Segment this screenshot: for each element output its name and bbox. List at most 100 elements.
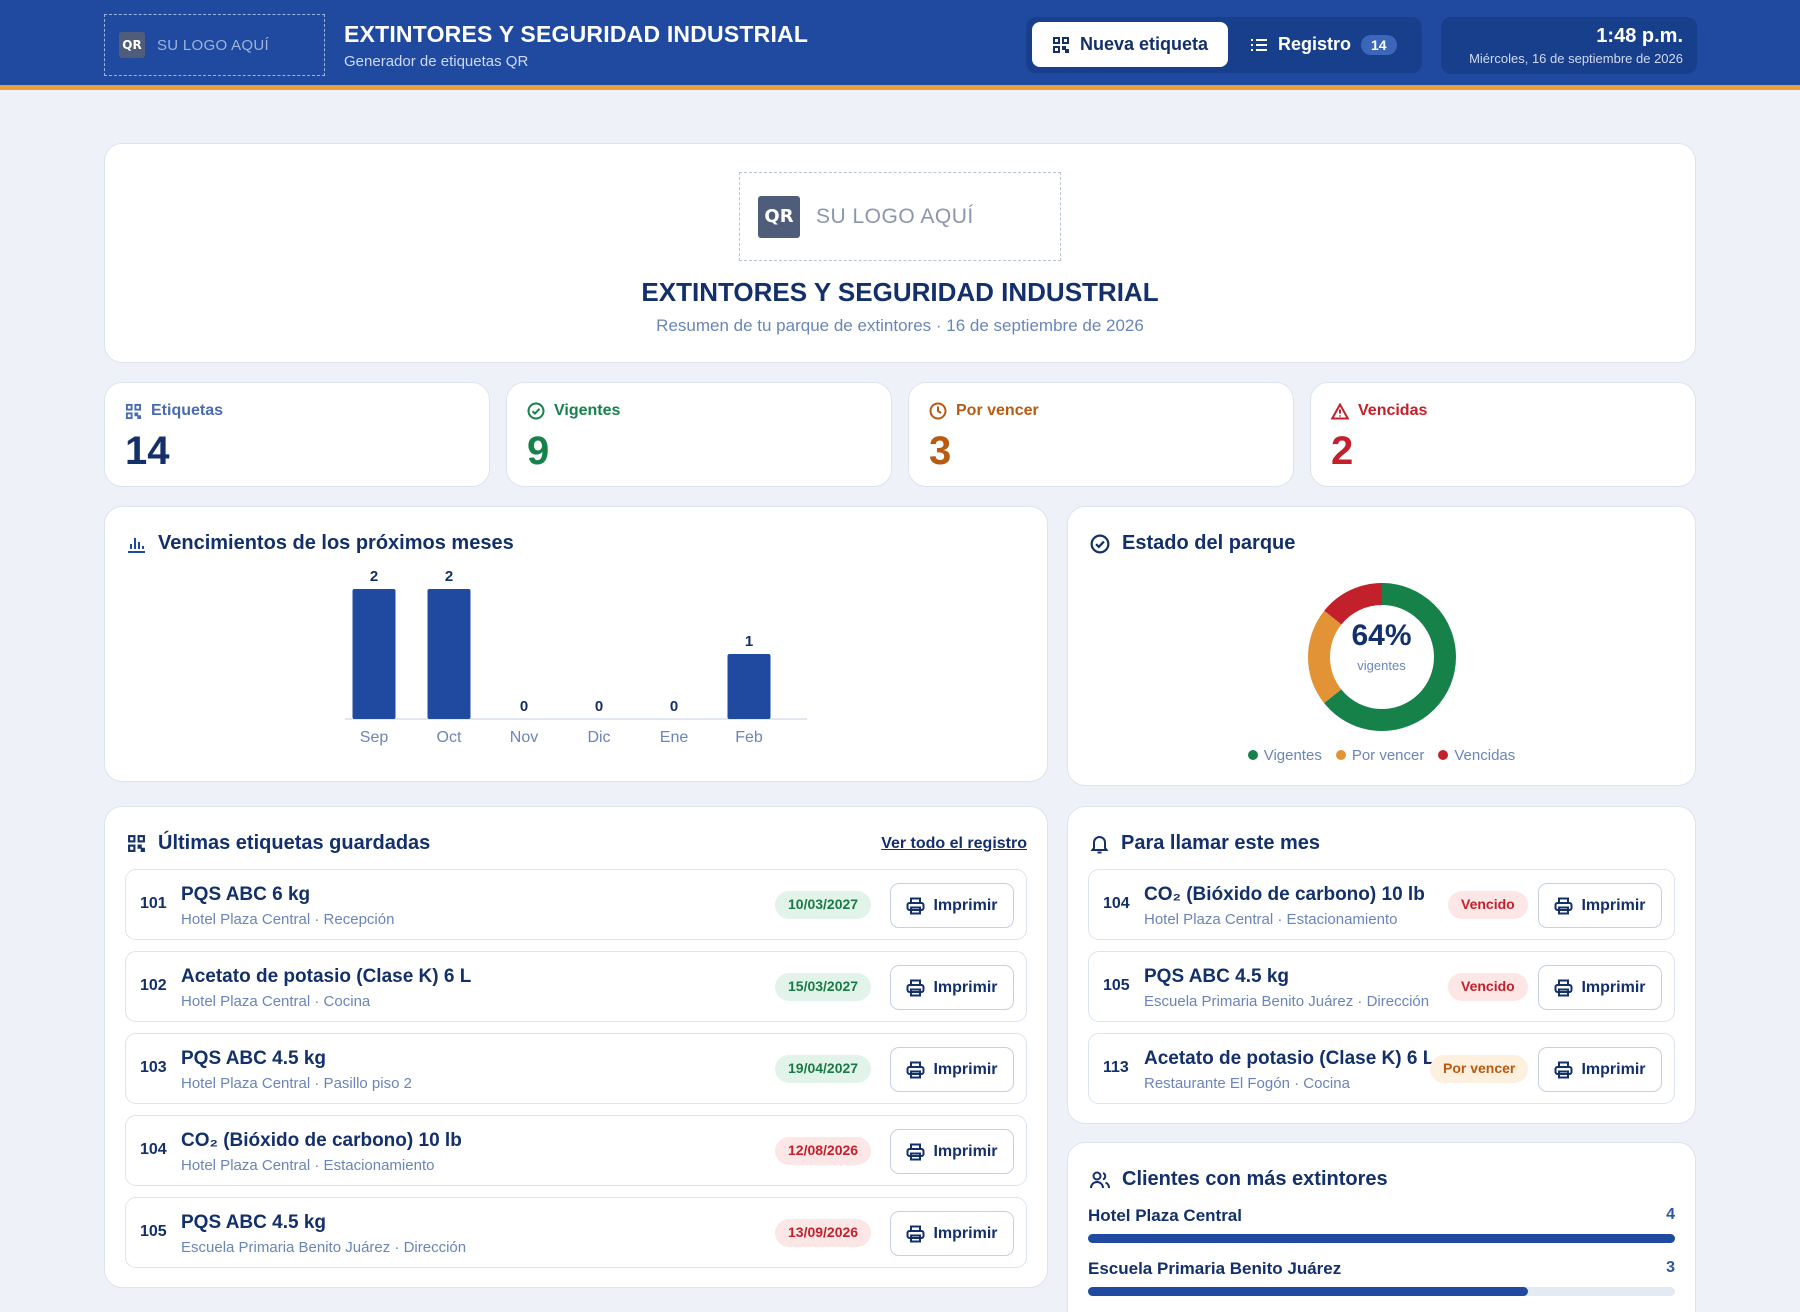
hero-logo-placeholder[interactable]: QR SU LOGO AQUÍ (739, 172, 1061, 261)
top-bar: QR SU LOGO AQUÍ EXTINTORES Y SEGURIDAD I… (0, 0, 1800, 90)
company-hero-card: QR SU LOGO AQUÍ EXTINTORES Y SEGURIDAD I… (104, 143, 1696, 363)
view-all-registry-link[interactable]: Ver todo el registro (881, 835, 1027, 852)
clock-icon (929, 402, 947, 420)
label-row[interactable]: 103 PQS ABC 4.5 kg Hotel Plaza Central ·… (125, 1033, 1027, 1104)
donut-slice-vencidas[interactable] (1308, 583, 1456, 731)
expirations-chart-card: Vencimientos de los próximos meses 2 Sep 2… (104, 506, 1048, 782)
label-number: 113 (1103, 1059, 1129, 1076)
label-title: PQS ABC 4.5 kg (181, 1212, 327, 1233)
printer-icon (906, 897, 925, 914)
expiry-date-badge: 19/04/2027 (775, 1055, 872, 1083)
stat-value: 9 (527, 429, 550, 473)
label-location: Escuela Primaria Benito Juárez · Direcci… (1144, 993, 1430, 1010)
stat-card-expired: Vencidas 2 (1310, 382, 1696, 487)
client-row[interactable]: Escuela Primaria Benito Juárez 3 (1088, 1259, 1675, 1296)
stat-value: 14 (125, 429, 170, 473)
label-row[interactable]: 101 PQS ABC 6 kg Hotel Plaza Central · R… (125, 869, 1027, 940)
call-row[interactable]: 105 PQS ABC 4.5 kg Escuela Primaria Beni… (1088, 951, 1675, 1022)
top-clients-card: Clientes con más extintores Hotel Plaza … (1067, 1142, 1696, 1312)
label-location: Hotel Plaza Central · Estacionamiento (181, 1157, 435, 1174)
stat-label: Vencidas (1331, 402, 1427, 420)
bar-value-label: 1 (745, 633, 753, 650)
users-icon (1090, 1171, 1110, 1188)
new-label-button[interactable]: Nueva etiqueta (1032, 22, 1228, 67)
print-button[interactable]: Imprimir (1538, 883, 1662, 928)
label-row[interactable]: 105 PQS ABC 4.5 kg Escuela Primaria Beni… (125, 1197, 1027, 1268)
print-button[interactable]: Imprimir (1538, 965, 1662, 1010)
legend-item: Por vencer (1335, 747, 1424, 764)
client-name: Escuela Primaria Benito Juárez (1088, 1259, 1342, 1278)
registry-button[interactable]: Registro 14 (1248, 22, 1414, 67)
print-button[interactable]: Imprimir (890, 1047, 1014, 1092)
qr-logo-icon: QR (758, 195, 800, 238)
label-number: 101 (140, 895, 167, 912)
stat-card-expiring: Por vencer 3 (908, 382, 1294, 487)
print-button[interactable]: Imprimir (890, 1211, 1014, 1256)
stat-label: Etiquetas (125, 402, 223, 420)
bar-feb[interactable] (727, 654, 771, 719)
bar-value-label: 0 (670, 698, 678, 715)
label-location: Hotel Plaza Central · Pasillo piso 2 (181, 1075, 412, 1092)
app-subtitle: Generador de etiquetas QR (344, 53, 529, 70)
label-row[interactable]: 102 Acetato de potasio (Clase K) 6 L Hot… (125, 951, 1027, 1022)
new-label-button-label: Nueva etiqueta (1079, 34, 1209, 54)
legend-item: Vencidas (1438, 747, 1515, 764)
print-button[interactable]: Imprimir (890, 965, 1014, 1010)
client-count: 3 (1666, 1259, 1675, 1276)
label-location: Hotel Plaza Central · Estacionamiento (1144, 911, 1398, 928)
label-number: 105 (1103, 977, 1130, 994)
x-tick-label: Sep (360, 729, 389, 746)
current-time: 1:48 p.m. (1596, 25, 1683, 47)
call-row[interactable]: 104 CO₂ (Bióxido de carbono) 10 lb Hotel… (1088, 869, 1675, 940)
label-title: Acetato de potasio (Clase K) 6 L (181, 966, 472, 987)
header-logo-placeholder[interactable]: QR SU LOGO AQUÍ (104, 14, 325, 76)
x-tick-label: Oct (437, 729, 462, 746)
label-number: 104 (1103, 895, 1130, 912)
bar-sep[interactable] (352, 589, 396, 719)
print-button[interactable]: Imprimir (1538, 1047, 1662, 1092)
expiry-date-badge: 10/03/2027 (775, 891, 872, 919)
qr-icon (128, 835, 145, 852)
bar-oct[interactable] (427, 589, 471, 719)
client-row[interactable]: Hotel Plaza Central 4 (1088, 1206, 1675, 1243)
registry-button-label: Registro (1278, 34, 1352, 54)
printer-icon (906, 1225, 925, 1242)
printer-icon (906, 1143, 925, 1160)
stat-card-valid: Vigentes 9 (506, 382, 892, 487)
park-status-donut (1308, 583, 1456, 731)
status-badge: Vencido (1448, 891, 1528, 919)
stat-value: 3 (929, 429, 952, 473)
client-bar-fill (1088, 1287, 1529, 1296)
print-button[interactable]: Imprimir (890, 1129, 1014, 1174)
call-row[interactable]: 113 Acetato de potasio (Clase K) 6 L Res… (1088, 1033, 1675, 1104)
expiry-date-badge: 12/08/2026 (775, 1137, 872, 1165)
label-title: CO₂ (Bióxido de carbono) 10 lb (181, 1130, 462, 1151)
park-status-card: Estado del parque 64% vigentes Vigentes … (1067, 506, 1696, 786)
bar-chart-icon (128, 537, 145, 553)
label-number: 102 (140, 977, 167, 994)
status-badge: Por vencer (1430, 1055, 1529, 1083)
client-name: Hotel Plaza Central (1088, 1206, 1242, 1225)
x-tick-label: Nov (510, 729, 538, 746)
label-title: PQS ABC 4.5 kg (1144, 966, 1290, 987)
printer-icon (1554, 897, 1573, 914)
label-title: PQS ABC 4.5 kg (181, 1048, 327, 1069)
status-badge: Vencido (1448, 973, 1528, 1001)
qr-logo-icon: QR (119, 32, 145, 58)
bar-value-label: 0 (595, 698, 603, 715)
client-bar-track (1088, 1287, 1675, 1296)
bar-value-label: 2 (370, 568, 378, 585)
print-button[interactable]: Imprimir (890, 883, 1014, 928)
label-row[interactable]: 104 CO₂ (Bióxido de carbono) 10 lb Hotel… (125, 1115, 1027, 1186)
printer-icon (1554, 1061, 1573, 1078)
donut-slice-por-vencer[interactable] (1308, 583, 1456, 731)
qr-icon (1052, 36, 1069, 53)
section-title: Últimas etiquetas guardadas (127, 832, 430, 855)
bar-value-label: 2 (445, 568, 453, 585)
label-title: CO₂ (Bióxido de carbono) 10 lb (1144, 884, 1425, 905)
label-number: 105 (140, 1223, 167, 1240)
check-circle-icon (527, 402, 545, 420)
printer-icon (1554, 979, 1573, 996)
printer-icon (906, 1061, 925, 1078)
label-location: Hotel Plaza Central · Cocina (181, 993, 371, 1010)
